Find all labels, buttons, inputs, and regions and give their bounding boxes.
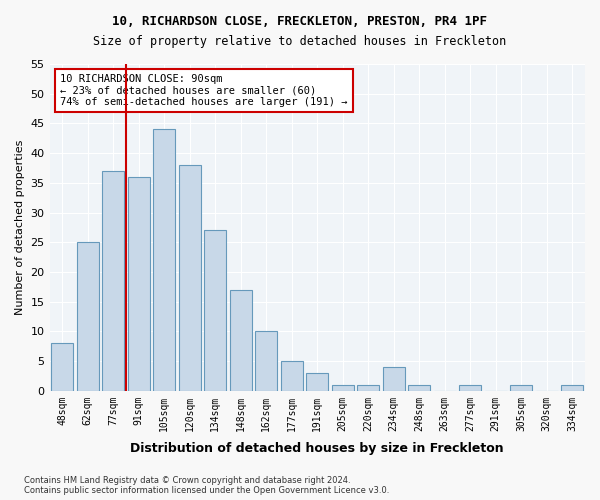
X-axis label: Distribution of detached houses by size in Freckleton: Distribution of detached houses by size …	[130, 442, 504, 455]
Bar	[562, 385, 583, 391]
Bar	[307, 373, 328, 391]
Bar	[179, 165, 200, 391]
Bar	[332, 385, 353, 391]
Bar	[460, 385, 481, 391]
Bar	[52, 343, 73, 391]
Text: Contains HM Land Registry data © Crown copyright and database right 2024.
Contai: Contains HM Land Registry data © Crown c…	[24, 476, 389, 495]
Bar	[154, 130, 175, 391]
Bar	[256, 332, 277, 391]
Text: Size of property relative to detached houses in Freckleton: Size of property relative to detached ho…	[94, 35, 506, 48]
Bar	[128, 177, 149, 391]
Bar	[409, 385, 430, 391]
Text: 10 RICHARDSON CLOSE: 90sqm
← 23% of detached houses are smaller (60)
74% of semi: 10 RICHARDSON CLOSE: 90sqm ← 23% of deta…	[60, 74, 348, 107]
Bar	[230, 290, 251, 391]
Text: 10, RICHARDSON CLOSE, FRECKLETON, PRESTON, PR4 1PF: 10, RICHARDSON CLOSE, FRECKLETON, PRESTO…	[113, 15, 487, 28]
Bar	[383, 367, 404, 391]
Bar	[77, 242, 98, 391]
Bar	[103, 171, 124, 391]
Bar	[358, 385, 379, 391]
Bar	[205, 230, 226, 391]
Bar	[511, 385, 532, 391]
Y-axis label: Number of detached properties: Number of detached properties	[15, 140, 25, 315]
Bar	[281, 361, 302, 391]
